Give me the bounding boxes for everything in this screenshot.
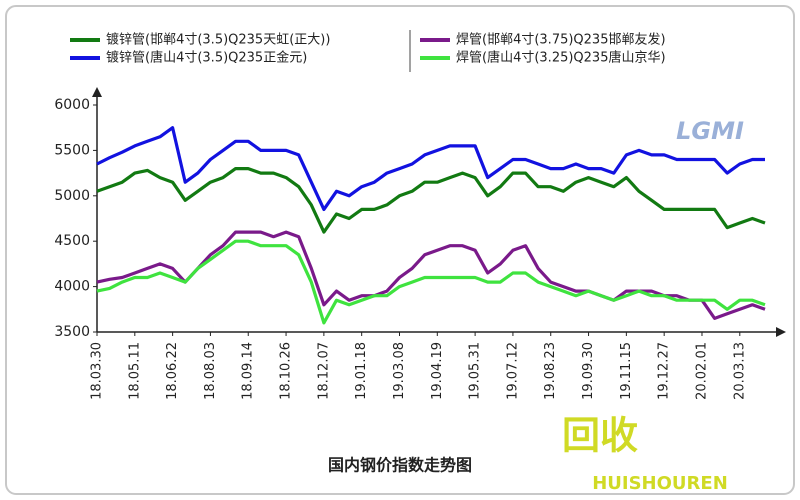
y-tick-label: 3500 xyxy=(54,324,90,340)
series-line xyxy=(96,230,766,320)
x-tick-label: 18.10.26 xyxy=(279,342,294,400)
x-tick-label: 19.12.27 xyxy=(657,342,672,400)
y-tick-label: 4000 xyxy=(54,279,90,295)
y-tick-label: 5500 xyxy=(54,142,90,158)
x-tick-label: 18.05.11 xyxy=(127,342,142,400)
x-tick-label: 18.12.07 xyxy=(316,342,331,400)
y-tick-label: 4500 xyxy=(54,233,90,249)
x-tick-label: 18.06.22 xyxy=(165,342,180,400)
x-tick-label: 19.05.31 xyxy=(468,342,483,400)
x-tick-label: 19.01.18 xyxy=(354,342,369,400)
watermark: LGMI xyxy=(676,117,744,145)
watermark: HUISHOUREN xyxy=(592,473,728,494)
x-tick-label: 19.11.15 xyxy=(619,342,634,400)
x-tick-label: 19.03.08 xyxy=(392,342,407,400)
x-tick-label: 18.08.03 xyxy=(203,342,218,400)
x-axis-arrow xyxy=(776,327,786,337)
x-tick-label: 20.03.13 xyxy=(732,342,747,400)
y-tick-label: 6000 xyxy=(54,97,90,113)
x-tick-label: 19.04.19 xyxy=(430,342,445,400)
frame xyxy=(5,5,795,495)
x-tick-label: 19.07.12 xyxy=(505,342,520,400)
y-tick-label: 5000 xyxy=(54,188,90,204)
x-tick-label: 19.08.23 xyxy=(543,342,558,400)
chart-title: 国内钢价指数走势图 xyxy=(328,456,472,475)
x-tick-label: 20.02.01 xyxy=(694,342,709,400)
series-line xyxy=(96,126,765,211)
x-tick-label: 18.03.30 xyxy=(90,342,105,400)
legend-label: 焊管(唐山4寸(3.25)Q235唐山京华) xyxy=(456,50,666,66)
series-line xyxy=(96,239,766,325)
legend-label: 镀锌管(唐山4寸(3.5)Q235正金元) xyxy=(106,50,307,66)
series-line xyxy=(96,167,766,234)
x-tick-label: 18.09.14 xyxy=(241,342,256,400)
x-tick-label: 19.09.30 xyxy=(581,342,596,400)
legend-label: 镀锌管(邯郸4寸(3.5)Q235天虹(正大)) xyxy=(106,32,330,48)
watermark: 回收 xyxy=(562,414,638,458)
legend-label: 焊管(邯郸4寸(3.75)Q235邯郸友发) xyxy=(456,32,666,48)
y-axis-arrow xyxy=(92,87,102,97)
